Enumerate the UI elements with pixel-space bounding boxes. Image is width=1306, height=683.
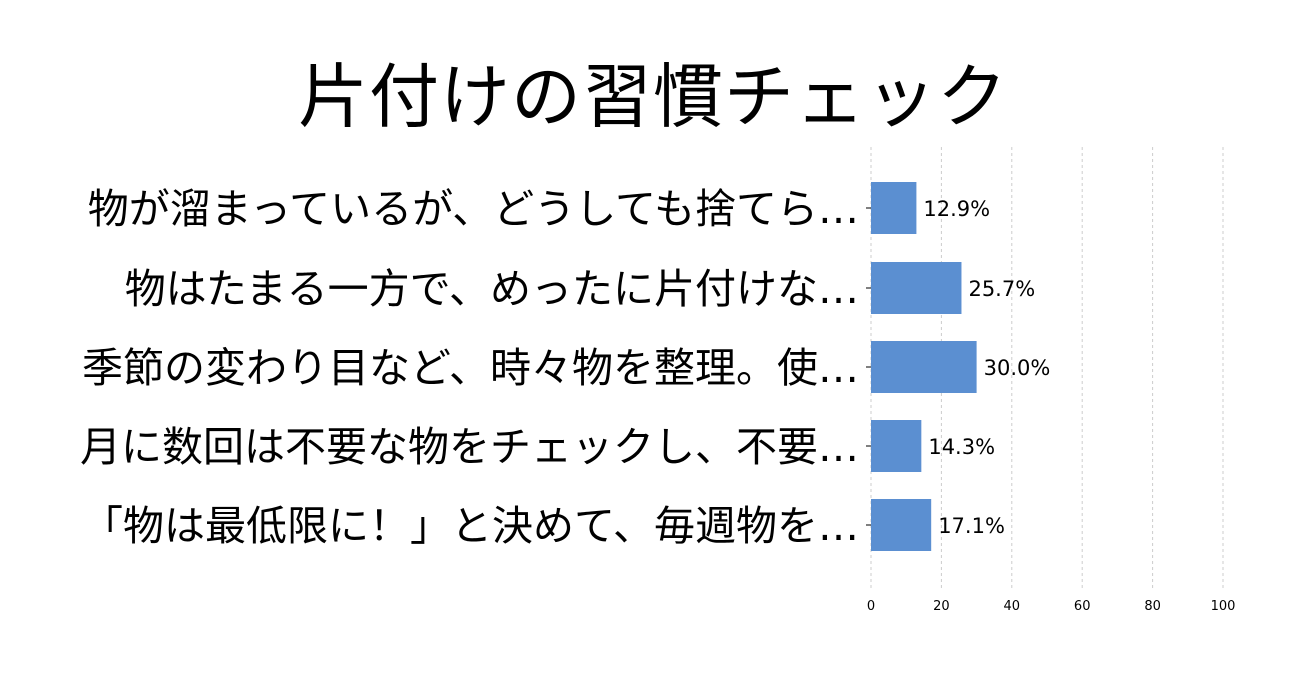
value-label: 25.7% (968, 277, 1035, 301)
category-label: 「物は最低限に！」と決めて、毎週物を… (82, 502, 859, 550)
category-label: 季節の変わり目など、時々物を整理。使… (82, 344, 859, 392)
category-label: 月に数回は不要な物をチェックし、不要… (80, 423, 859, 471)
bar (871, 420, 921, 472)
x-tick-label: 60 (1074, 599, 1091, 614)
value-label: 12.9% (923, 197, 990, 221)
x-tick-label: 80 (1144, 599, 1161, 614)
value-label: 14.3% (928, 435, 995, 459)
value-label: 30.0% (984, 356, 1051, 380)
bar (871, 499, 931, 551)
x-tick-label: 100 (1211, 599, 1236, 614)
bar (871, 262, 961, 314)
category-label: 物が溜まっているが、どうしても捨てら… (88, 185, 859, 233)
category-label: 物はたまる一方で、めったに片付けな… (125, 265, 859, 313)
value-label: 17.1% (938, 514, 1005, 538)
x-tick-label: 0 (867, 599, 875, 614)
x-tick-label: 20 (933, 599, 950, 614)
bar (871, 182, 916, 234)
x-tick-label: 40 (1004, 599, 1021, 614)
bar (871, 341, 977, 393)
